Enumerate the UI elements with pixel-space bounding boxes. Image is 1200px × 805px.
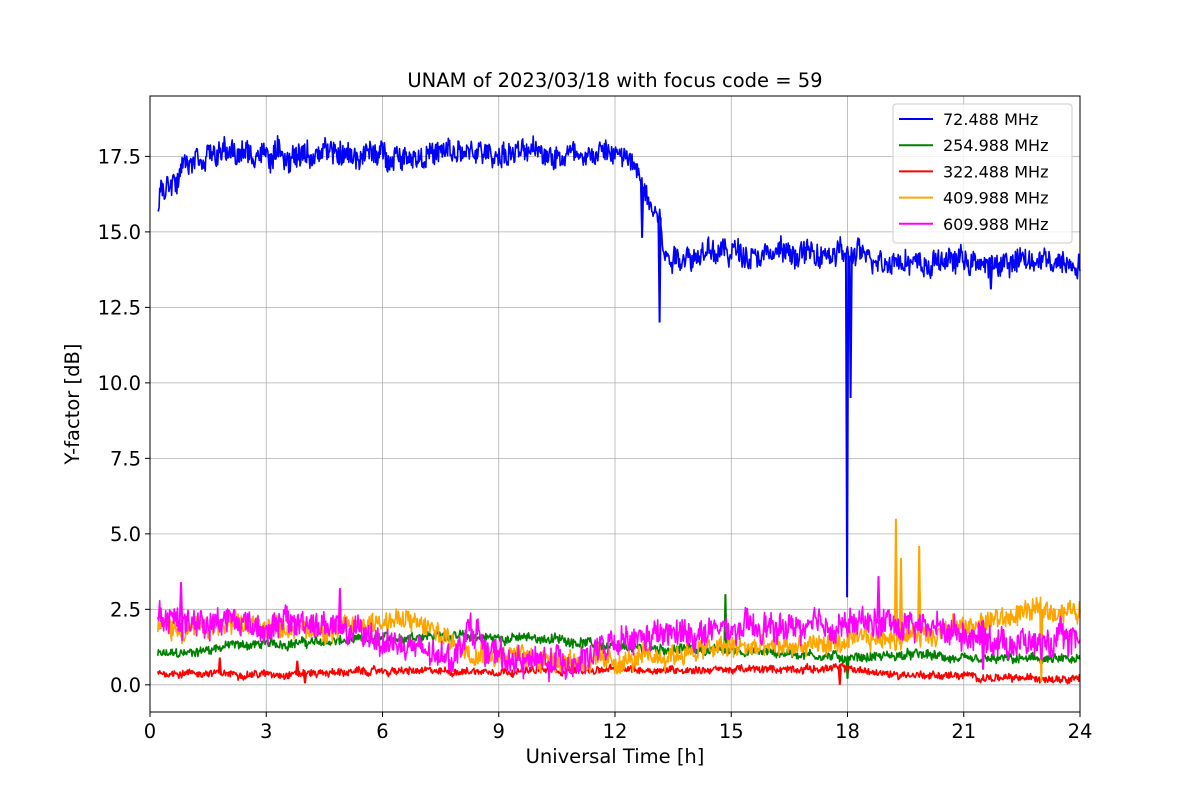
x-tick-label: 24 <box>1068 720 1093 743</box>
x-tick-label: 18 <box>835 720 860 743</box>
series-spike <box>893 518 899 636</box>
series-spike <box>302 673 308 684</box>
legend-entry: 409.988 MHz <box>943 189 1048 208</box>
y-tick-label: 12.5 <box>98 296 141 319</box>
series-spike <box>898 557 904 636</box>
legend-entry: 254.988 MHz <box>943 136 1048 155</box>
x-tick-label: 6 <box>376 720 388 743</box>
plot-series <box>157 135 1081 685</box>
y-tick-label: 17.5 <box>98 145 141 168</box>
y-tick-label: 15.0 <box>98 221 141 244</box>
x-tick-label: 21 <box>951 720 976 743</box>
series-spike <box>844 255 850 598</box>
x-tick-label: 3 <box>260 720 272 743</box>
y-tick-label: 2.5 <box>110 598 141 621</box>
y-tick-label: 10.0 <box>98 372 141 395</box>
x-axis-label: Universal Time [h] <box>526 745 705 768</box>
series-spike <box>640 186 645 238</box>
legend: 72.488 MHz 254.988 MHz 322.488 MHz 409.988 … <box>892 103 1073 244</box>
legend-entry: 72.488 MHz <box>943 110 1038 129</box>
x-tick-label: 0 <box>144 720 156 743</box>
series-spike <box>988 265 993 290</box>
series-spike <box>917 545 922 634</box>
y-tick-label: 5.0 <box>110 523 141 546</box>
legend-entry: 322.488 MHz <box>943 162 1048 181</box>
x-tick-label: 9 <box>493 720 505 743</box>
chart-title: UNAM of 2023/03/18 with focus code = 59 <box>407 69 822 92</box>
series-line <box>157 135 1081 280</box>
legend-entry: 609.988 MHz <box>943 215 1048 234</box>
series-spike <box>845 657 850 679</box>
series-spike <box>981 636 986 670</box>
series-spike <box>876 576 881 624</box>
y-tick-label: 0.0 <box>110 674 141 697</box>
series-spike <box>217 657 222 674</box>
series-line <box>157 600 1081 683</box>
series-spike <box>295 660 300 674</box>
series-spike <box>178 582 184 621</box>
x-tick-label: 12 <box>603 720 628 743</box>
series-spike <box>337 588 342 630</box>
y-axis-label: Y-factor [dB] <box>61 344 84 466</box>
axis-ticks: 0 3 6 9 12 15 18 21 24 0.0 2.5 5.0 7.5 10.0 12.5 15.0 17… <box>98 145 1093 743</box>
series-spike <box>848 256 853 399</box>
series-spike <box>657 217 662 323</box>
x-tick-label: 15 <box>719 720 744 743</box>
series-spike <box>837 668 842 685</box>
y-tick-label: 7.5 <box>110 447 141 470</box>
legend-box <box>892 103 1073 244</box>
